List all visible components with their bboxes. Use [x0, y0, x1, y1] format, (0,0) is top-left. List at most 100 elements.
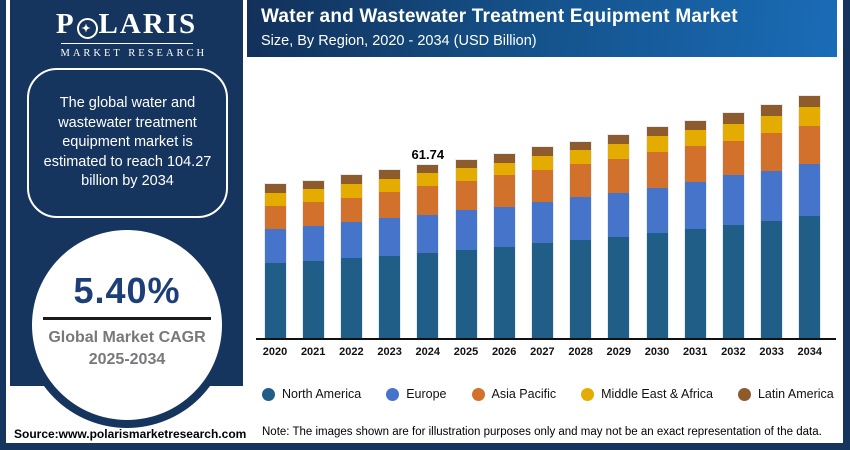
bar-segment-2025-europe [455, 210, 477, 250]
bar-segment-2033-latin-america [761, 105, 783, 116]
bar-2023 [378, 169, 402, 338]
bar-segment-2031-europe [684, 181, 706, 230]
page-subtitle: Size, By Region, 2020 - 2034 (USD Billio… [261, 33, 537, 49]
bar-segment-2029-latin-america [608, 134, 630, 144]
legend-item-middle-east-africa: Middle East & Africa [581, 387, 713, 401]
x-tick-2029: 2029 [606, 346, 632, 358]
bar-segment-2025-asia-pacific [455, 181, 477, 211]
legend-item-asia-pacific: Asia Pacific [471, 387, 556, 401]
bar-2026 [492, 152, 516, 338]
bar-2020 [263, 183, 287, 338]
bar-segment-2021-middle-east-africa [302, 189, 324, 203]
bar-segment-2030-europe [646, 187, 668, 233]
bar-segment-2024-middle-east-africa [417, 173, 439, 186]
bar-segment-2028-europe [570, 196, 592, 240]
bar-segment-2030-middle-east-africa [646, 136, 668, 153]
bar-segment-2032-europe [722, 175, 744, 226]
bar-2030 [645, 126, 669, 338]
bar-segment-2031-north-america [684, 229, 706, 338]
bar-segment-2020-latin-america [264, 184, 286, 194]
bar-2028 [569, 140, 593, 338]
bar-segment-2029-asia-pacific [608, 159, 630, 193]
bar-segment-2034-latin-america [799, 96, 821, 108]
polaris-logo: P ✦ LARIS MARKET RESEARCH [10, 0, 243, 59]
bar-segment-2032-north-america [722, 225, 744, 338]
frame-left-border [0, 0, 6, 450]
bar-segment-2030-latin-america [646, 127, 668, 137]
bar-2022 [339, 174, 363, 338]
bar-segment-2028-asia-pacific [570, 164, 592, 197]
bar-segment-2020-asia-pacific [264, 206, 286, 230]
bar-segment-2020-europe [264, 229, 286, 264]
bar-segment-2026-europe [493, 206, 515, 247]
legend-label-latin-america: Latin America [757, 387, 834, 401]
bar-segment-2032-middle-east-africa [722, 124, 744, 141]
bar-segment-2026-latin-america [493, 153, 515, 163]
bar-segment-2023-europe [379, 218, 401, 256]
disclaimer-note: Note: The images shown are for illustrat… [262, 426, 822, 438]
x-tick-2022: 2022 [339, 346, 364, 358]
bar-segment-2033-europe [761, 170, 783, 221]
cagr-label: Global Market CAGR 2025-2034 [32, 327, 222, 370]
bar-segment-2022-latin-america [340, 175, 362, 185]
bar-segment-2021-latin-america [302, 180, 324, 190]
bar-segment-2020-north-america [264, 263, 286, 338]
bar-segment-2027-asia-pacific [531, 170, 553, 202]
bar-2027 [530, 146, 554, 338]
bar-segment-2031-asia-pacific [684, 146, 706, 182]
bar-segment-2033-asia-pacific [761, 133, 783, 171]
bar-segment-2021-north-america [302, 260, 324, 338]
bar-segment-2029-europe [608, 192, 630, 237]
bar-segment-2029-north-america [608, 236, 630, 338]
x-tick-2034: 2034 [797, 346, 823, 358]
bar-segment-2022-europe [340, 221, 362, 258]
cagr-divider-line [43, 317, 211, 320]
x-tick-2033: 2033 [759, 346, 784, 358]
bar-segment-2032-latin-america [722, 113, 744, 125]
bar-segment-2021-asia-pacific [302, 202, 324, 227]
frame-right-border [843, 0, 850, 450]
page-title: Water and Wastewater Treatment Equipment… [261, 6, 738, 27]
bar-segment-2029-middle-east-africa [608, 143, 630, 160]
logo-tagline: MARKET RESEARCH [60, 43, 204, 59]
x-tick-2027: 2027 [530, 346, 555, 358]
bar-segment-2024-latin-america [417, 165, 439, 174]
x-tick-2023: 2023 [377, 346, 402, 358]
bar-segment-2021-europe [302, 226, 324, 261]
header-band: Water and Wastewater Treatment Equipment… [247, 0, 837, 57]
bar-segment-2028-latin-america [570, 141, 592, 151]
legend-item-north-america: North America [262, 387, 361, 401]
bar-segment-2023-latin-america [379, 170, 401, 179]
bar-segment-2027-middle-east-africa [531, 155, 553, 171]
bar-2031 [683, 119, 707, 338]
legend-item-latin-america: Latin America [737, 387, 834, 401]
legend-dot-asia-pacific [471, 387, 485, 401]
bar-segment-2026-middle-east-africa [493, 162, 515, 176]
bar-segment-2027-north-america [531, 243, 553, 338]
bar-segment-2023-middle-east-africa [379, 178, 401, 192]
bar-segment-2031-latin-america [684, 120, 706, 131]
bar-segment-2027-europe [531, 201, 553, 244]
x-tick-2028: 2028 [568, 346, 593, 358]
bar-2029 [607, 133, 631, 338]
x-axis-labels: 2020 2021 2022 2023 2024 2025 2026 2027 2028 2029… [252, 346, 840, 366]
bar-segment-2022-north-america [340, 257, 362, 338]
bar-segment-2027-latin-america [531, 147, 553, 156]
logo-wordmark: P ✦ LARIS [10, 7, 243, 41]
bar-segment-2034-middle-east-africa [799, 107, 821, 126]
x-tick-2032: 2032 [721, 346, 746, 358]
bar-segment-2023-asia-pacific [379, 191, 401, 219]
bar-segment-2028-middle-east-africa [570, 150, 592, 165]
market-summary-text: The global water and wastewater treatmen… [43, 95, 212, 190]
legend-label-middle-east-africa: Middle East & Africa [601, 387, 713, 401]
x-tick-2020: 2020 [262, 346, 288, 358]
legend-item-europe: Europe [386, 387, 447, 401]
bar-segment-2034-asia-pacific [799, 125, 821, 165]
logo-letters-laris: LARIS [98, 8, 198, 40]
bar-segment-2020-middle-east-africa [264, 193, 286, 207]
plot-area: 61.74 [252, 65, 840, 338]
source-text: Source:www.polarismarketresearch.com [14, 427, 247, 441]
legend: North America Europe Asia Pacific Middle Ea… [252, 387, 844, 401]
annotation-2024-value: 61.74 [411, 146, 445, 162]
